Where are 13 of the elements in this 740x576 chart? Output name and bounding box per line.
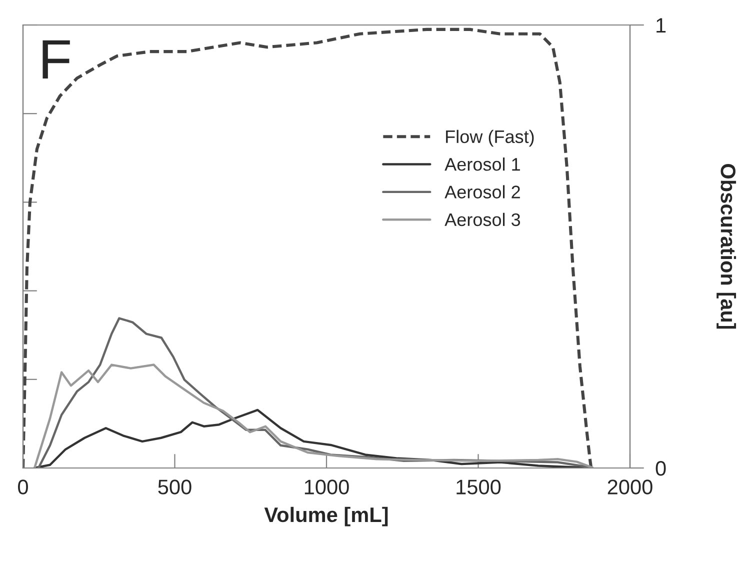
x-tick-label: 0 bbox=[18, 480, 28, 494]
legend-label: Aerosol 3 bbox=[444, 212, 520, 226]
x-axis-title: Volume [mL] bbox=[264, 506, 388, 526]
legend-label: Flow (Fast) bbox=[446, 130, 534, 147]
annotation: F bbox=[42, 40, 70, 79]
legend-label: Aerosol 2 bbox=[444, 185, 520, 198]
legend-label: Aerosol 1 bbox=[444, 158, 520, 171]
x-tick-label: 1000 bbox=[304, 480, 349, 494]
y-tick-label: 1 bbox=[656, 18, 666, 33]
y-axis-title: Obscuration [au] bbox=[716, 164, 736, 329]
x-tick-label: 2000 bbox=[608, 480, 652, 494]
x-tick-label: 500 bbox=[158, 480, 192, 494]
x-tick-label: 1500 bbox=[456, 480, 501, 494]
